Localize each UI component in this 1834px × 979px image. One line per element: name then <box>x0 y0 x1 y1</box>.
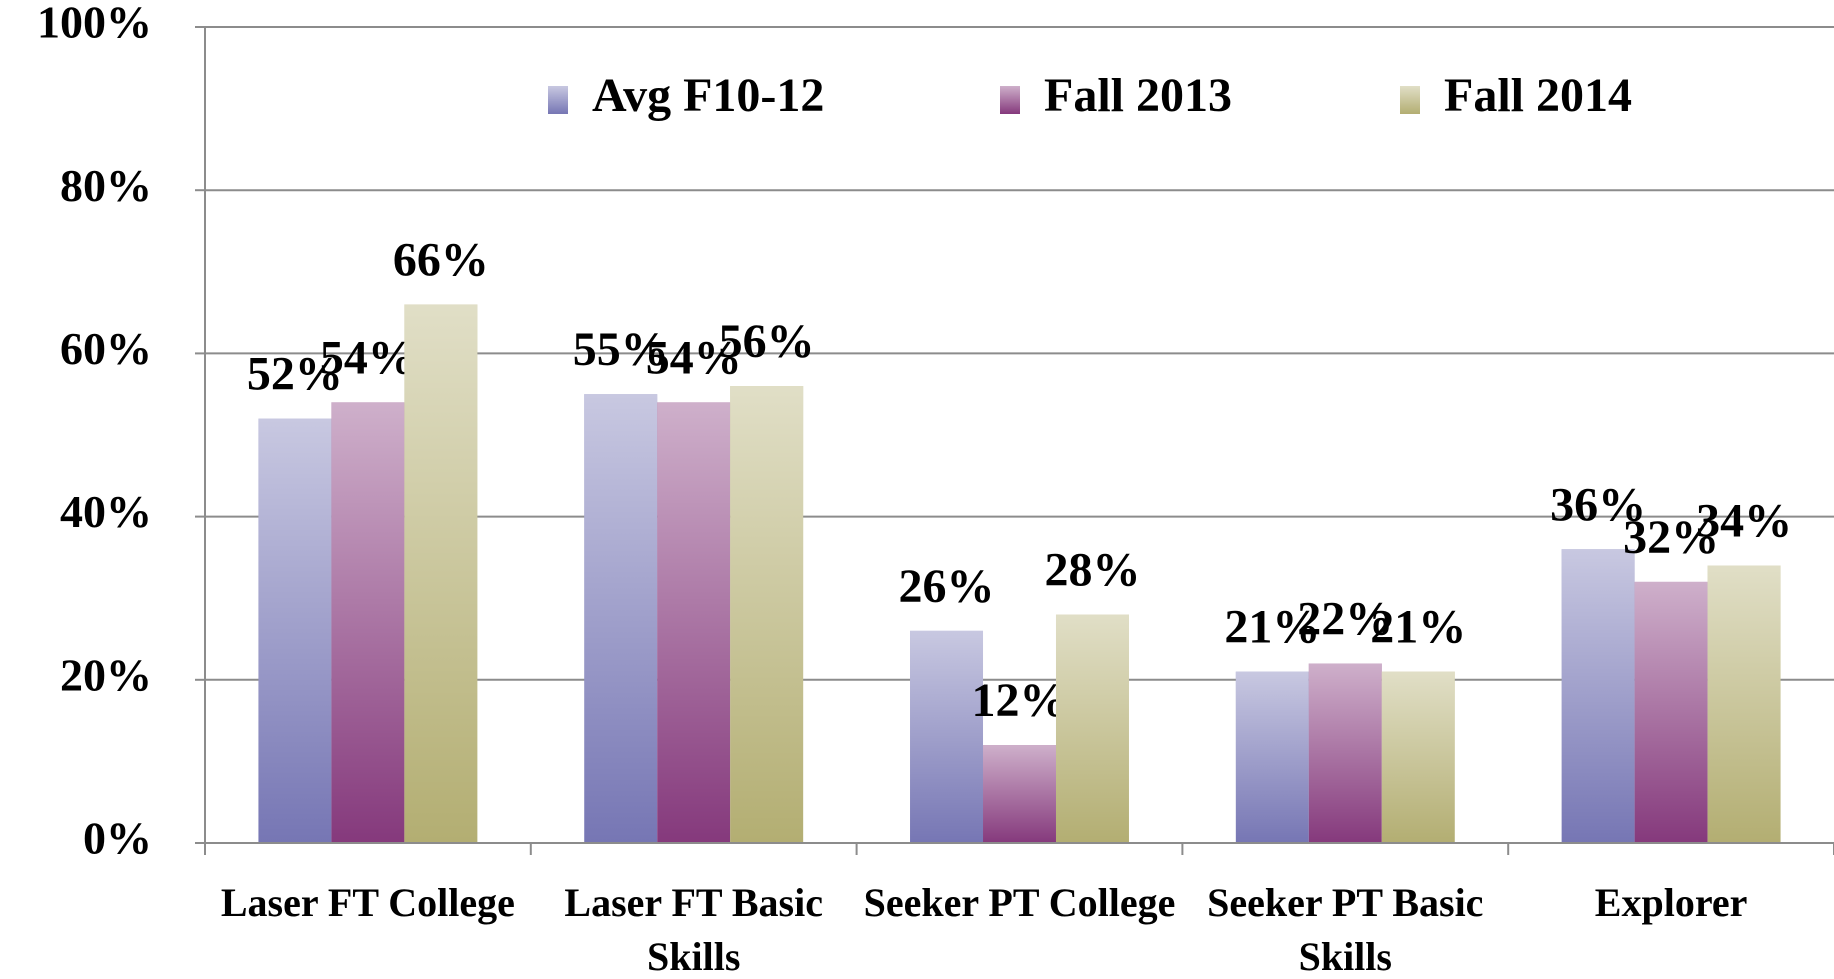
y-tick-label: 20% <box>60 649 152 700</box>
value-label: 22% <box>1297 592 1393 645</box>
bar-sheen <box>730 386 804 843</box>
value-label: 32% <box>1623 511 1719 564</box>
value-label: 28% <box>1044 544 1140 597</box>
bar-sheen <box>1055 614 1129 843</box>
bar-sheen <box>1634 581 1708 843</box>
legend-label: Avg F10-12 <box>592 69 824 122</box>
value-label: 26% <box>899 560 995 613</box>
legend-label: Fall 2014 <box>1444 69 1632 122</box>
legend-swatch-sheen <box>1000 86 1020 114</box>
x-tick-label: Seeker PT Basic Skills <box>1207 880 1484 979</box>
value-label: 12% <box>972 674 1068 727</box>
bar-sheen <box>1561 549 1635 843</box>
bar-sheen <box>1308 663 1382 843</box>
y-tick-label: 80% <box>60 160 152 211</box>
bar-sheen <box>1381 671 1455 843</box>
x-tick-label: Seeker PT College <box>863 880 1176 925</box>
value-label: 21% <box>1370 601 1466 654</box>
bar-sheen <box>331 402 405 843</box>
value-label: 21% <box>1224 601 1320 654</box>
value-label: 34% <box>1696 495 1792 548</box>
y-tick-label: 0% <box>83 813 152 864</box>
bar-sheen <box>983 745 1056 843</box>
value-label: 55% <box>573 323 669 376</box>
y-tick-label: 40% <box>60 486 152 537</box>
bar-sheen <box>910 630 984 843</box>
legend-label: Fall 2013 <box>1044 69 1232 122</box>
legend-swatch-sheen <box>1400 86 1420 114</box>
bar-sheen <box>404 304 478 843</box>
value-label: 56% <box>719 315 815 368</box>
value-label: 52% <box>247 348 343 401</box>
legend-swatch-sheen <box>548 86 568 114</box>
bar-sheen <box>657 402 731 843</box>
value-label: 54% <box>646 331 742 384</box>
x-tick-label: Laser FT College <box>220 880 515 925</box>
y-tick-label: 60% <box>60 323 152 374</box>
value-label: 66% <box>393 233 489 286</box>
bar-sheen <box>1707 565 1781 843</box>
bar-sheen <box>258 418 332 843</box>
x-tick-label: Explorer <box>1594 880 1748 925</box>
x-tick-label: Laser FT Basic Skills <box>564 880 823 979</box>
value-label: 54% <box>320 331 416 384</box>
value-label: 36% <box>1550 478 1646 531</box>
bar-sheen <box>584 394 658 843</box>
bar-sheen <box>1235 671 1309 843</box>
y-tick-label: 100% <box>37 0 152 48</box>
